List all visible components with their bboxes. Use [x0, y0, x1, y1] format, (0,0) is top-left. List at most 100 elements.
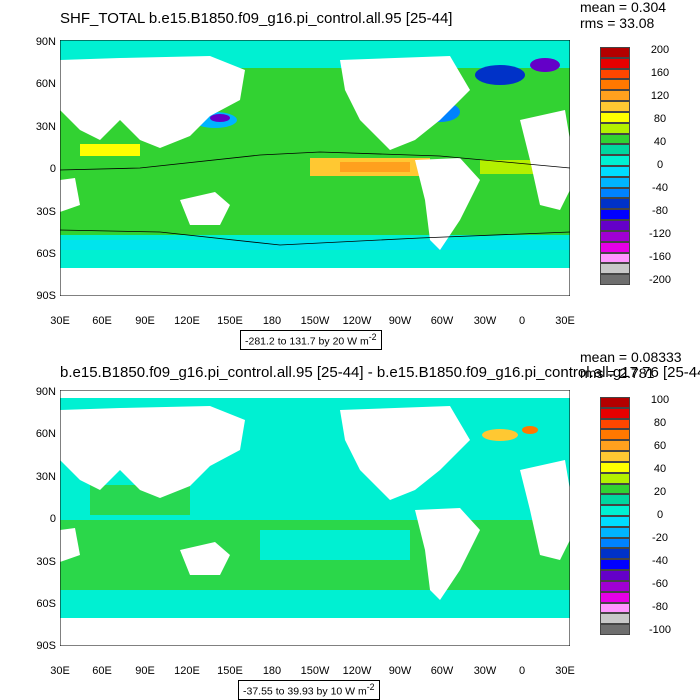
colorbar-swatch	[600, 472, 630, 484]
top-south-america-land	[415, 158, 480, 250]
top-lon-60w: 60W	[430, 315, 454, 327]
colorbar-swatch	[600, 624, 630, 635]
colorbar-label: -160	[648, 251, 672, 263]
top-map-plot	[60, 40, 570, 296]
bottom-antarctica-land	[60, 618, 570, 646]
colorbar-swatch	[600, 187, 630, 199]
bottom-mean-label: mean = 0.08333	[580, 349, 682, 365]
bottom-colorbar	[600, 397, 630, 635]
colorbar-swatch	[600, 537, 630, 549]
top-panel-title: SHF_TOTAL b.e15.B1850.f09_g16.pi_control…	[60, 10, 453, 27]
bottom-map-panel: b.e15.B1850.f09_g16.pi_control.all.95 [2…	[0, 350, 700, 700]
top-map-panel: SHF_TOTAL b.e15.B1850.f09_g16.pi_control…	[35, 0, 672, 350]
top-lon-90e: 90E	[135, 315, 155, 327]
colorbar-swatch	[600, 101, 630, 112]
colorbar-label: 40	[653, 463, 667, 475]
top-lon-90w: 90W	[388, 315, 412, 327]
bottom-lon-180: 180	[262, 665, 282, 677]
colorbar-swatch	[600, 580, 630, 592]
bottom-panel-title: b.e15.B1850.f09_g16.pi_control.all.95 [2…	[60, 364, 700, 381]
colorbar-swatch	[600, 397, 630, 408]
top-lat-60s: 60S	[36, 248, 56, 260]
colorbar-label: 100	[650, 394, 670, 406]
bottom-range-label: -37.55 to 39.93 by 10 W m-2	[238, 680, 380, 700]
colorbar-swatch	[600, 440, 630, 452]
top-colorbar	[600, 47, 630, 285]
top-lon-150e: 150E	[217, 315, 243, 327]
top-range-label: -281.2 to 131.7 by 20 W m-2	[240, 330, 382, 350]
top-lon-0: 0	[518, 315, 526, 327]
bottom-lon-30e-end: 30E	[555, 665, 575, 677]
colorbar-swatch	[600, 526, 630, 538]
bottom-lat-60n: 60N	[35, 428, 56, 440]
top-rms-label: rms = 33.08	[580, 15, 655, 31]
bottom-north-america-land	[340, 406, 470, 500]
bottom-lon-0: 0	[518, 665, 526, 677]
colorbar-swatch	[600, 111, 630, 123]
colorbar-label: 80	[653, 417, 667, 429]
colorbar-swatch	[600, 47, 630, 58]
colorbar-label: 40	[653, 136, 667, 148]
bottom-lat-60s: 60S	[36, 598, 56, 610]
bottom-lon-30e: 30E	[50, 665, 70, 677]
top-africa-land	[520, 110, 570, 210]
colorbar-swatch	[600, 418, 630, 430]
top-asia-land	[120, 56, 245, 148]
colorbar-swatch	[600, 263, 630, 275]
top-north-america-land	[340, 56, 470, 150]
bottom-lon-120w: 120W	[342, 665, 372, 677]
bottom-lon-90w: 90W	[388, 665, 412, 677]
colorbar-label: 0	[656, 509, 664, 521]
bottom-lon-150w: 150W	[300, 665, 330, 677]
colorbar-swatch	[600, 198, 630, 210]
top-lon-30w: 30W	[473, 315, 497, 327]
colorbar-swatch	[600, 144, 630, 156]
colorbar-label: -200	[648, 274, 672, 286]
top-lon-60e: 60E	[92, 315, 112, 327]
bottom-lat-90s: 90S	[36, 640, 56, 652]
colorbar-label: -60	[652, 578, 668, 590]
colorbar-swatch	[600, 155, 630, 166]
colorbar-swatch	[600, 90, 630, 102]
bottom-range-exponent: -2	[366, 682, 375, 692]
top-lat-90n: 90N	[35, 36, 56, 48]
colorbar-label: -100	[648, 624, 672, 636]
colorbar-label: -120	[648, 228, 672, 240]
bottom-lon-150e: 150E	[217, 665, 243, 677]
colorbar-swatch	[600, 494, 630, 506]
colorbar-swatch	[600, 133, 630, 145]
colorbar-swatch	[600, 559, 630, 571]
colorbar-swatch	[600, 176, 630, 188]
top-lon-180: 180	[262, 315, 282, 327]
colorbar-label: 60	[653, 440, 667, 452]
colorbar-swatch	[600, 122, 630, 134]
top-mean-label: mean = 0.304	[580, 0, 667, 15]
bottom-lon-90e: 90E	[135, 665, 155, 677]
bottom-rms-label: rms = 2.781	[580, 365, 655, 381]
bottom-lon-30w: 30W	[473, 665, 497, 677]
colorbar-swatch	[600, 591, 630, 603]
top-lon-30e-end: 30E	[555, 315, 575, 327]
colorbar-swatch	[600, 68, 630, 80]
colorbar-label: -80	[652, 601, 668, 613]
colorbar-swatch	[600, 461, 630, 473]
colorbar-swatch	[600, 602, 630, 614]
top-range-exponent: -2	[368, 332, 377, 342]
top-australia-land	[180, 192, 230, 225]
colorbar-label: -40	[652, 182, 668, 194]
bottom-asia-land	[120, 406, 245, 498]
bottom-lon-120e: 120E	[174, 665, 200, 677]
colorbar-swatch	[600, 570, 630, 581]
colorbar-label: -40	[652, 555, 668, 567]
colorbar-label: 0	[656, 159, 664, 171]
bottom-range-text: -37.55 to 39.93 by 10 W m	[243, 685, 367, 698]
top-lat-90s: 90S	[36, 290, 56, 302]
top-lon-150w: 150W	[300, 315, 330, 327]
colorbar-swatch	[600, 209, 630, 221]
top-lat-30s: 30S	[36, 206, 56, 218]
colorbar-swatch	[600, 230, 630, 242]
colorbar-label: -20	[652, 532, 668, 544]
bottom-lat-0: 0	[49, 513, 56, 525]
colorbar-label: -80	[652, 205, 668, 217]
colorbar-swatch	[600, 548, 630, 560]
